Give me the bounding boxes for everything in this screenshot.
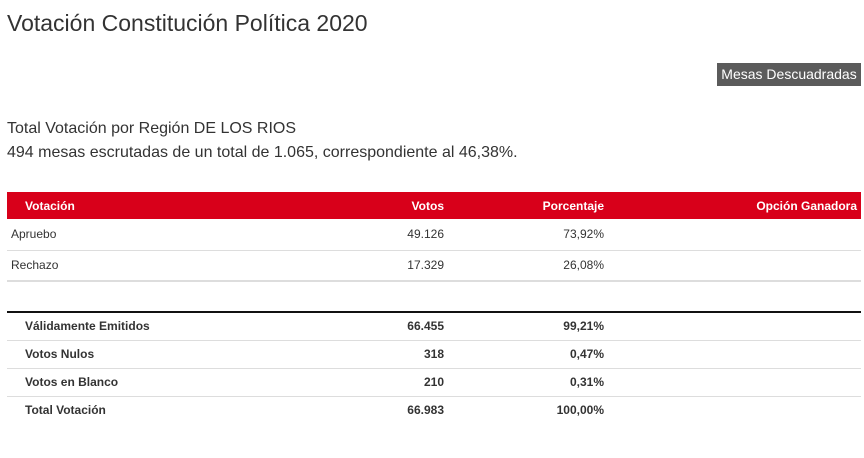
- table-row-rechazo: Rechazo 17.329 26,08%: [7, 250, 861, 282]
- option-label: Apruebo: [7, 219, 157, 251]
- table-row-votos-nulos: Votos Nulos 318 0,47%: [7, 340, 861, 369]
- table-row-validamente-emitidos: Válidamente Emitidos 66.455 99,21%: [7, 312, 861, 341]
- results-table: Votación Votos Porcentaje Opción Ganador…: [7, 192, 861, 424]
- total-label: Votos Nulos: [7, 340, 157, 369]
- header-porcentaje: Porcentaje: [444, 192, 604, 219]
- option-votos: 17.329: [157, 250, 444, 282]
- summary-text: Total Votación por Región DE LOS RIOS 49…: [7, 117, 518, 165]
- total-votos: 66.983: [407, 403, 444, 418]
- table-header-row: Votación Votos Porcentaje Opción Ganador…: [7, 192, 861, 219]
- total-votos: 66.455: [157, 312, 444, 341]
- table-row-total-votacion: Total Votación 66.983 100,00%: [7, 396, 861, 424]
- header-votos: Votos: [157, 192, 444, 219]
- total-votos: 210: [157, 368, 444, 397]
- total-porcentaje: 0,31%: [444, 368, 604, 397]
- total-porcentaje: 0,47%: [444, 340, 604, 369]
- table-row-apruebo: Apruebo 49.126 73,92%: [7, 219, 861, 251]
- option-ganadora: [604, 250, 861, 282]
- option-votos: 49.126: [157, 219, 444, 251]
- total-porcentaje: 100,00%: [556, 403, 604, 418]
- mesas-descuadradas-button[interactable]: Mesas Descuadradas: [717, 63, 861, 86]
- option-porcentaje: 26,08%: [444, 250, 604, 282]
- total-label: Total Votación: [25, 403, 106, 418]
- table-divider: [7, 281, 861, 313]
- table-row-votos-en-blanco: Votos en Blanco 210 0,31%: [7, 368, 861, 397]
- option-ganadora: [604, 219, 861, 251]
- total-porcentaje: 99,21%: [444, 312, 604, 341]
- mesas-line: 494 mesas escrutadas de un total de 1.06…: [7, 144, 518, 161]
- header-votacion: Votación: [7, 192, 157, 219]
- region-line: Total Votación por Región DE LOS RIOS: [7, 120, 297, 137]
- option-porcentaje: 73,92%: [444, 219, 604, 251]
- page-title: Votación Constitución Política 2020: [7, 10, 368, 36]
- option-label: Rechazo: [7, 250, 157, 282]
- header-opcion-ganadora: Opción Ganadora: [604, 192, 861, 219]
- total-label: Votos en Blanco: [7, 368, 157, 397]
- total-label: Válidamente Emitidos: [7, 312, 157, 341]
- total-votos: 318: [157, 340, 444, 369]
